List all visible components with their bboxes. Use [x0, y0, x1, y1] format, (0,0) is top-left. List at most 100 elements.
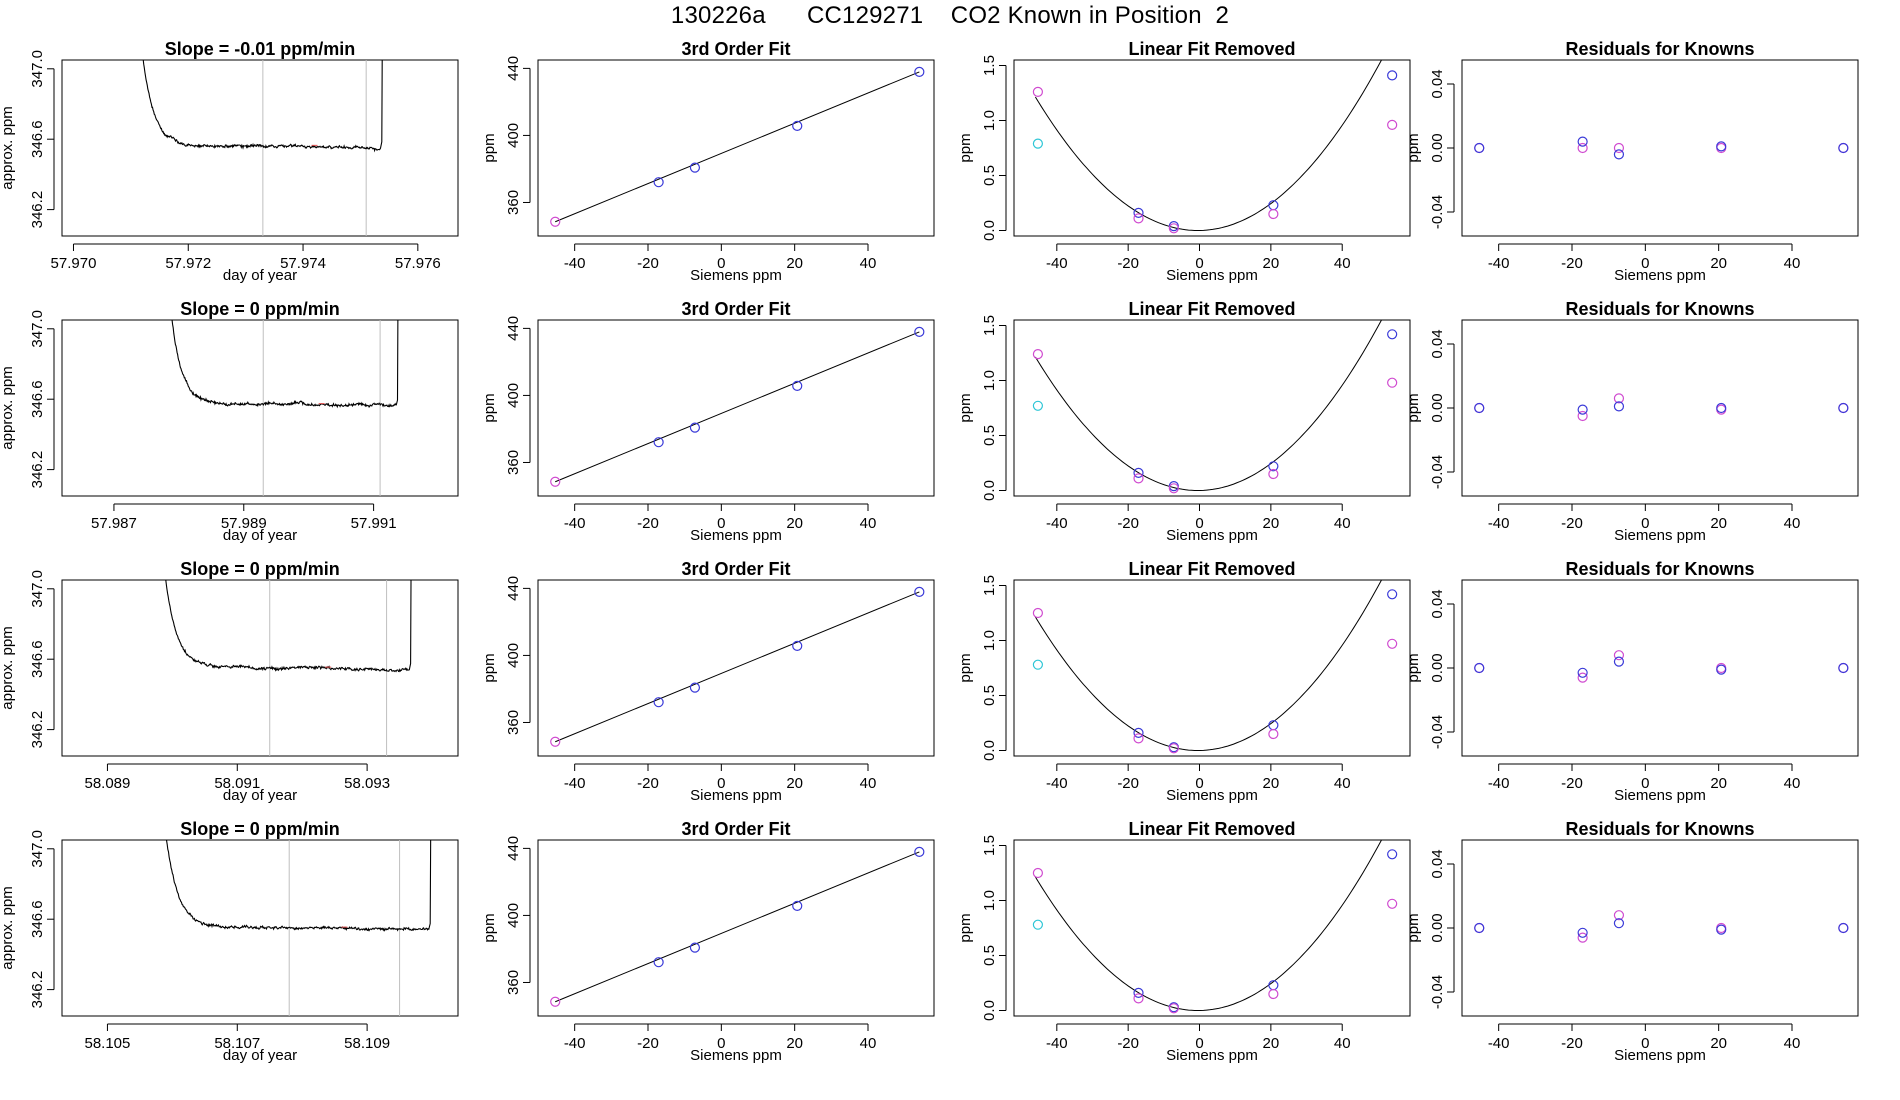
panel-residuals-row2: Residuals for Knowns -40 -20 0 20 40 Siemens p… [1405, 299, 1859, 544]
panel-title: Slope = 0 ppm/min [180, 299, 340, 319]
panel-title: 3rd Order Fit [681, 819, 790, 839]
fit-point [550, 736, 561, 747]
sample-trace [171, 320, 399, 409]
point-magenta [1268, 728, 1279, 740]
y-tick-label: 360 [505, 190, 522, 215]
x-tick-label: -20 [1117, 775, 1139, 792]
y-axis-label: ppm [1405, 393, 1422, 422]
x-axis-label: day of year [223, 267, 297, 284]
x-tick-label: 20 [1263, 255, 1280, 272]
panel-linear_removed-row2: Linear Fit Removed -40 -20 0 20 40 Siemens ppm… [957, 299, 1411, 544]
residual-point-blue [1577, 136, 1588, 147]
y-tick-label: 0.04 [1429, 329, 1446, 358]
x-axis-label: Siemens ppm [690, 267, 782, 284]
y-tick-label: 0.5 [981, 425, 998, 446]
y-tick-label: 346.2 [29, 191, 46, 229]
fit-point [550, 476, 561, 487]
point-magenta [1133, 473, 1144, 484]
plot-frame [1013, 319, 1411, 497]
panel-title: Linear Fit Removed [1128, 819, 1295, 839]
y-tick-label: 0.0 [981, 220, 998, 241]
x-axis-label: Siemens ppm [1166, 787, 1258, 804]
y-tick-label: 0.04 [1429, 849, 1446, 878]
y-tick-label: 440 [505, 316, 522, 341]
y-tick-label: -0.04 [1429, 195, 1446, 229]
panel-fit-row3: 3rd Order Fit -40 -20 0 20 40 Siemens ppm 360 40… [481, 559, 935, 804]
x-axis-label: Siemens ppm [1614, 787, 1706, 804]
point-blue [1133, 467, 1144, 478]
panel-fit-row4: 3rd Order Fit -40 -20 0 20 40 Siemens ppm 360 40… [481, 819, 935, 1064]
y-tick-label: 360 [505, 970, 522, 995]
y-axis-label: ppm [481, 133, 498, 162]
panel-title: Linear Fit Removed [1128, 559, 1295, 579]
plot-frame [537, 839, 935, 1017]
x-tick-label: -20 [637, 515, 659, 532]
quadratic-curve [1034, 840, 1383, 1011]
x-tick-label: 57.991 [351, 515, 397, 532]
x-tick-label: -40 [564, 1035, 586, 1052]
x-tick-label: 20 [786, 775, 803, 792]
fit-point [653, 957, 664, 968]
fit-point [653, 437, 664, 448]
point-cyan [1032, 138, 1044, 149]
x-tick-label: 58.089 [84, 775, 130, 792]
x-axis-label: Siemens ppm [1614, 527, 1706, 544]
point-cyan [1032, 659, 1044, 670]
y-tick-label: 347.0 [29, 830, 46, 868]
data-layer [550, 846, 925, 1007]
x-tick-label: -20 [1561, 515, 1583, 532]
point-magenta [1387, 119, 1398, 131]
y-tick-label: -0.04 [1429, 715, 1446, 749]
plot-frame [1461, 59, 1859, 237]
x-tick-label: 20 [1710, 255, 1727, 272]
x-tick-label: -40 [1488, 775, 1510, 792]
x-tick-label: -20 [1117, 255, 1139, 272]
y-axis-label: ppm [481, 653, 498, 682]
x-tick-label: -20 [1561, 775, 1583, 792]
y-axis-label: ppm [1405, 653, 1422, 682]
x-tick-label: 57.974 [280, 255, 326, 272]
residual-point-magenta [1613, 393, 1625, 404]
plot-frame [1013, 59, 1411, 237]
point-magenta [1168, 223, 1179, 234]
y-axis-label: ppm [957, 133, 974, 162]
plot-frame [537, 59, 935, 237]
plot-frame [61, 839, 459, 1017]
residual-point-magenta [1613, 650, 1625, 661]
x-tick-label: 20 [786, 1035, 803, 1052]
residual-point-blue [1577, 404, 1588, 415]
panel-title: Residuals for Knowns [1565, 559, 1754, 579]
sample-trace [165, 840, 432, 932]
residual-point-blue [1716, 141, 1727, 152]
point-blue [1268, 461, 1279, 472]
y-tick-label: 360 [505, 710, 522, 735]
x-axis-label: day of year [223, 527, 297, 544]
point-blue [1387, 70, 1398, 81]
y-axis-label: approx. ppm [0, 106, 16, 189]
x-axis-label: Siemens ppm [1166, 527, 1258, 544]
y-tick-label: 347.0 [29, 50, 46, 88]
y-tick-label: 1.5 [981, 835, 998, 856]
x-tick-label: 0 [1195, 1035, 1203, 1052]
x-axis-label: Siemens ppm [1166, 1047, 1258, 1064]
y-axis-label: ppm [957, 653, 974, 682]
x-tick-label: 40 [860, 1035, 877, 1052]
y-tick-label: 1.0 [981, 110, 998, 131]
y-tick-label: 1.5 [981, 315, 998, 336]
fit-point [550, 216, 561, 227]
fit-point [689, 682, 701, 693]
data-layer [550, 326, 925, 487]
sample-trace [142, 60, 383, 153]
fit-point [914, 326, 925, 338]
panel-title: Residuals for Knowns [1565, 299, 1754, 319]
x-tick-label: -20 [1117, 1035, 1139, 1052]
data-layer [1474, 136, 1849, 160]
residual-point-blue [1474, 922, 1485, 934]
y-tick-label: 346.6 [29, 380, 46, 418]
x-tick-label: 0 [717, 515, 725, 532]
y-tick-label: 0.5 [981, 945, 998, 966]
x-tick-label: 20 [786, 255, 803, 272]
x-tick-label: 0 [1195, 255, 1203, 272]
panel-title: Residuals for Knowns [1565, 39, 1754, 59]
panel-title: Residuals for Knowns [1565, 819, 1754, 839]
